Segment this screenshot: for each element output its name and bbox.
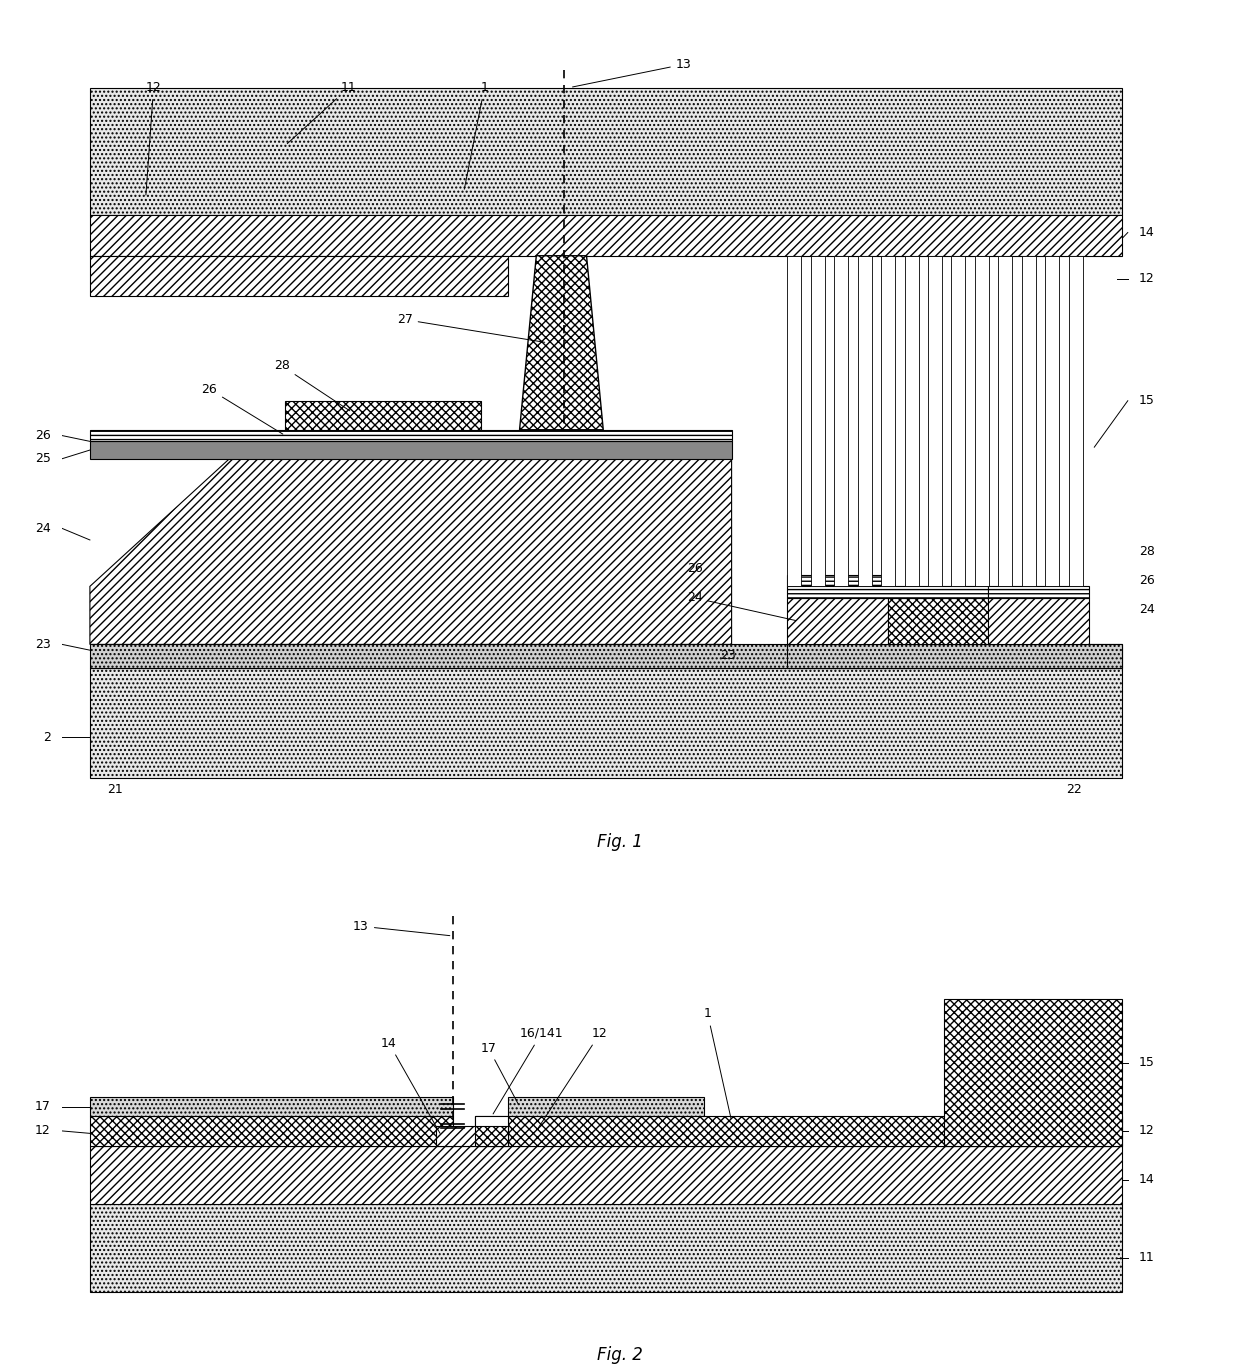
Text: 15: 15 bbox=[1140, 1056, 1154, 1069]
Bar bbox=[905, 256, 919, 587]
Bar bbox=[91, 88, 1122, 215]
Text: 22: 22 bbox=[1066, 783, 1083, 797]
Bar bbox=[975, 256, 988, 587]
Bar bbox=[988, 598, 1089, 644]
Bar bbox=[475, 1116, 508, 1126]
Bar bbox=[508, 1116, 1122, 1146]
Bar bbox=[508, 1097, 704, 1116]
Bar bbox=[787, 256, 801, 587]
Polygon shape bbox=[91, 459, 732, 644]
Bar bbox=[1022, 256, 1035, 587]
Bar bbox=[835, 256, 848, 587]
Text: 12: 12 bbox=[146, 81, 161, 195]
Text: 23: 23 bbox=[35, 638, 51, 651]
Text: Fig. 2: Fig. 2 bbox=[598, 1346, 642, 1364]
Bar bbox=[928, 256, 942, 587]
Bar bbox=[91, 215, 1122, 256]
Bar bbox=[91, 256, 508, 296]
Polygon shape bbox=[520, 256, 603, 429]
Bar bbox=[787, 598, 888, 644]
Text: 28: 28 bbox=[274, 359, 350, 411]
Bar bbox=[944, 999, 1122, 1146]
Text: 26: 26 bbox=[687, 562, 703, 576]
Text: 2: 2 bbox=[43, 731, 51, 743]
Text: 12: 12 bbox=[35, 1124, 51, 1138]
Text: Fig. 1: Fig. 1 bbox=[598, 832, 642, 850]
Text: 28: 28 bbox=[1140, 546, 1154, 558]
Bar bbox=[91, 644, 1122, 668]
Text: 15: 15 bbox=[1140, 395, 1154, 407]
Bar bbox=[988, 587, 1089, 598]
Bar bbox=[91, 441, 732, 459]
Text: 26: 26 bbox=[201, 383, 283, 435]
Text: 14: 14 bbox=[1140, 1174, 1154, 1186]
Text: 11: 11 bbox=[1140, 1252, 1154, 1264]
Bar bbox=[1069, 256, 1083, 587]
Bar bbox=[91, 429, 732, 441]
Text: 24: 24 bbox=[687, 591, 796, 621]
Text: 12: 12 bbox=[1140, 273, 1154, 285]
Bar bbox=[1045, 256, 1059, 587]
Text: 23: 23 bbox=[720, 650, 737, 662]
Text: 11: 11 bbox=[288, 81, 357, 144]
Text: 12: 12 bbox=[1140, 1124, 1154, 1138]
Bar bbox=[787, 574, 888, 587]
Text: 24: 24 bbox=[35, 522, 51, 535]
Text: 14: 14 bbox=[381, 1036, 440, 1134]
Text: 26: 26 bbox=[35, 429, 51, 441]
Bar bbox=[888, 598, 988, 644]
Bar bbox=[285, 400, 481, 429]
Bar bbox=[787, 644, 1122, 668]
Bar bbox=[787, 587, 988, 598]
Text: 17: 17 bbox=[35, 1100, 51, 1113]
Bar bbox=[91, 1097, 453, 1116]
Text: 16/141: 16/141 bbox=[494, 1027, 563, 1113]
Text: 24: 24 bbox=[1140, 603, 1154, 616]
Bar bbox=[436, 1126, 508, 1146]
Bar bbox=[811, 256, 825, 587]
Bar bbox=[951, 256, 966, 587]
Text: 27: 27 bbox=[397, 313, 544, 343]
Text: 12: 12 bbox=[538, 1027, 608, 1128]
Bar bbox=[858, 256, 872, 587]
Text: 1: 1 bbox=[464, 81, 489, 189]
Bar bbox=[91, 1146, 1122, 1204]
Text: 25: 25 bbox=[35, 452, 51, 465]
Bar bbox=[998, 256, 1012, 587]
Bar bbox=[91, 668, 1122, 777]
Text: 17: 17 bbox=[481, 1042, 518, 1104]
Text: 13: 13 bbox=[573, 58, 692, 86]
Bar bbox=[91, 1204, 1122, 1291]
Text: 13: 13 bbox=[353, 920, 450, 935]
Text: 26: 26 bbox=[1140, 574, 1154, 587]
Text: 1: 1 bbox=[704, 1008, 732, 1119]
Bar bbox=[882, 256, 895, 587]
Bar bbox=[475, 1116, 508, 1146]
Text: 14: 14 bbox=[1140, 226, 1154, 239]
Text: 21: 21 bbox=[107, 783, 123, 797]
Bar bbox=[91, 1116, 453, 1146]
